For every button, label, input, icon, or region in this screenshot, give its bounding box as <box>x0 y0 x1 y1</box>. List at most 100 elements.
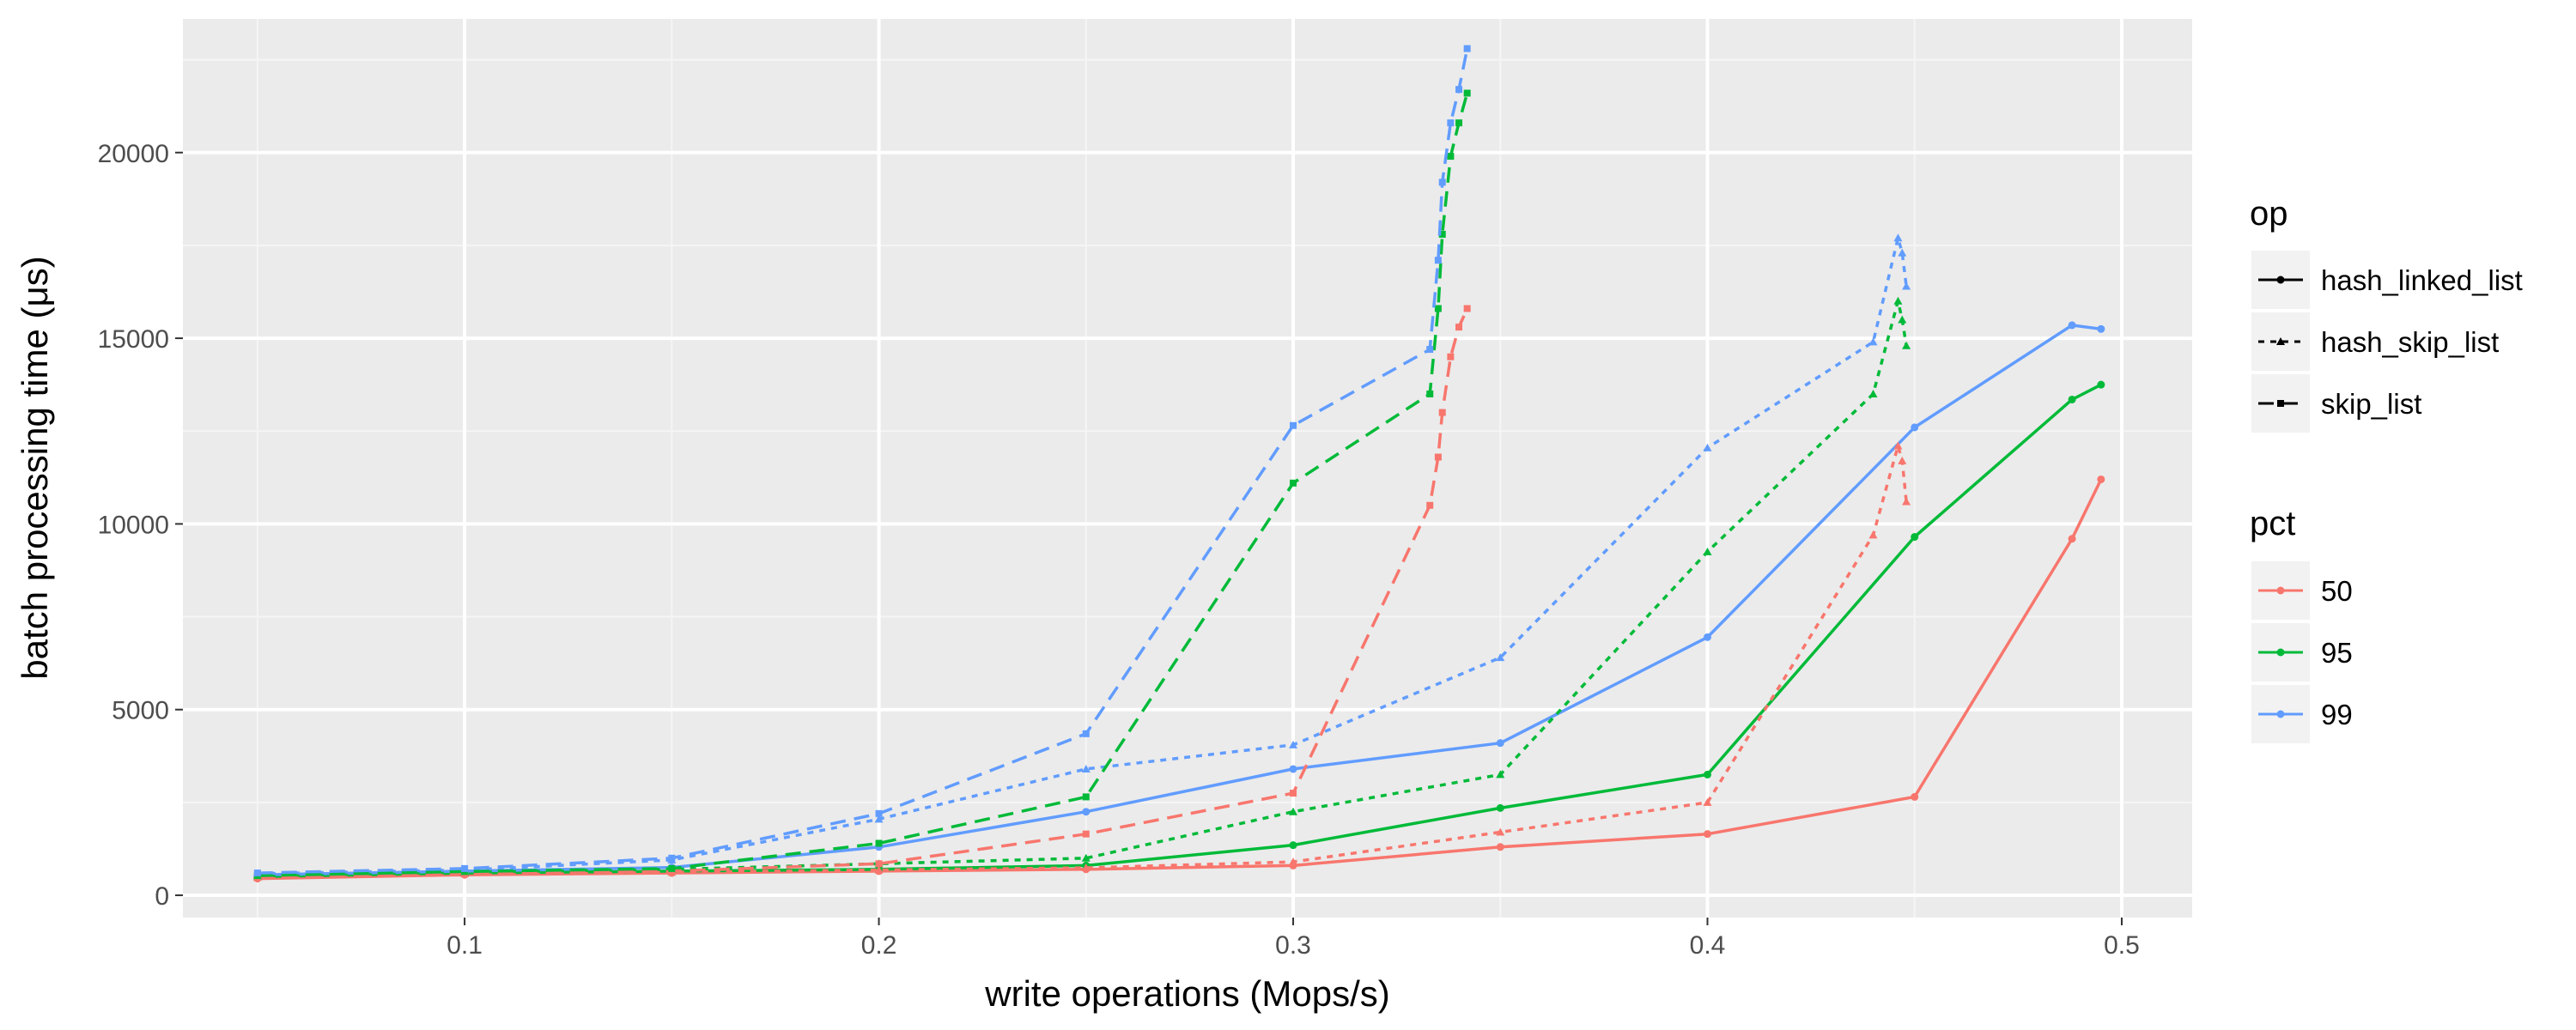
data-point <box>1290 790 1297 797</box>
y-tick-label: 15000 <box>98 325 169 354</box>
legend-entry: hash_linked_list <box>2251 251 2523 309</box>
series-line <box>257 93 1469 877</box>
data-point <box>1496 770 1505 779</box>
y-tick-label: 10000 <box>98 511 169 539</box>
legend: op hash_linked_list hash_skip_list skip_lis… <box>2250 195 2523 743</box>
series-skip_list-99 <box>253 45 1471 877</box>
legend-label: 99 <box>2321 699 2353 730</box>
data-point <box>1868 530 1878 539</box>
data-point <box>2097 324 2105 333</box>
data-point <box>1868 389 1878 397</box>
data-point <box>1426 501 1434 509</box>
data-point <box>1496 803 1504 812</box>
data-point <box>1447 153 1455 161</box>
data-point <box>1496 843 1504 851</box>
data-point <box>1868 337 1878 346</box>
x-tick-label: 0.2 <box>861 931 897 960</box>
data-point <box>2068 395 2076 403</box>
data-point <box>1434 257 1442 264</box>
data-point <box>1289 841 1297 850</box>
data-point <box>1455 324 1463 331</box>
x-tick-label: 0.3 <box>1275 931 1311 960</box>
minor-gridlines <box>183 19 2192 918</box>
data-point <box>1081 764 1091 772</box>
data-point <box>1455 119 1463 127</box>
legend-entry: skip_list <box>2251 374 2421 433</box>
data-point <box>875 860 883 868</box>
data-point <box>2097 475 2105 483</box>
data-point <box>1902 282 1911 290</box>
y-axis-title: batch processing time (μs) <box>15 256 55 679</box>
data-point <box>1911 533 1919 542</box>
legend-label: 95 <box>2321 637 2353 669</box>
data-point <box>1082 793 1090 801</box>
data-point <box>1290 421 1297 429</box>
legend-key-point <box>2276 337 2285 345</box>
data-point <box>1455 86 1463 94</box>
data-point <box>1898 315 1907 324</box>
data-point <box>1426 346 1434 354</box>
legend-entry: 50 <box>2251 561 2353 620</box>
x-tick-label: 0.4 <box>1690 931 1726 960</box>
data-point <box>1496 653 1505 662</box>
y-tick-label: 5000 <box>112 697 169 725</box>
data-point <box>1082 808 1091 816</box>
data-point <box>1704 830 1712 839</box>
data-point <box>1893 441 1903 450</box>
legend-entry: hash_skip_list <box>2251 312 2499 371</box>
data-point <box>1496 739 1504 748</box>
x-tick-label: 0.1 <box>447 931 483 960</box>
data-point <box>668 854 676 862</box>
data-point <box>1289 807 1298 815</box>
data-point <box>875 839 883 847</box>
data-point <box>1438 179 1446 186</box>
data-point <box>1496 827 1505 836</box>
data-point <box>1289 857 1298 866</box>
data-point <box>1703 547 1712 555</box>
data-point <box>1703 797 1712 806</box>
data-point <box>1434 305 1442 312</box>
data-point <box>1463 305 1471 312</box>
legend-label: 50 <box>2321 575 2353 607</box>
plot-panel <box>183 19 2192 918</box>
data-point <box>1082 830 1090 838</box>
x-tick-label: 0.5 <box>2104 931 2140 960</box>
data-point <box>1426 390 1434 397</box>
legend-key-point <box>2276 710 2285 718</box>
data-point <box>1082 730 1090 737</box>
x-axis-title: write operations (Mops/s) <box>984 973 1390 1014</box>
data-point <box>1438 230 1446 238</box>
data-point <box>1902 341 1911 349</box>
data-point <box>1290 479 1297 487</box>
data-point <box>1911 423 1919 432</box>
data-point <box>1447 119 1455 127</box>
data-point <box>2097 380 2105 389</box>
data-point <box>1438 409 1446 416</box>
data-point <box>1902 497 1911 506</box>
data-point <box>1081 863 1091 872</box>
legend-key-point <box>2277 400 2284 407</box>
legend-title: pct <box>2250 505 2295 542</box>
legend-label: skip_list <box>2321 388 2421 420</box>
data-point <box>253 869 261 877</box>
data-point <box>1893 296 1903 305</box>
y-tick-label: 20000 <box>98 140 169 168</box>
data-point <box>1289 765 1297 773</box>
data-point <box>1081 853 1091 862</box>
data-point <box>874 865 884 874</box>
data-point <box>1898 248 1907 257</box>
series-line <box>257 307 1469 879</box>
legend-label: hash_skip_list <box>2321 326 2499 358</box>
y-tick-label: 0 <box>155 882 169 911</box>
data-point <box>1911 792 1919 801</box>
legend-op: op hash_linked_list hash_skip_list skip_lis… <box>2250 195 2523 433</box>
legend-key-point <box>2276 586 2285 595</box>
data-point <box>874 815 884 823</box>
major-gridlines <box>183 19 2192 918</box>
data-point <box>1463 89 1471 97</box>
data-point <box>1447 353 1455 360</box>
data-point <box>1289 740 1298 748</box>
legend-pct: pct 50 95 99 <box>2250 505 2353 743</box>
data-point <box>1703 443 1712 451</box>
